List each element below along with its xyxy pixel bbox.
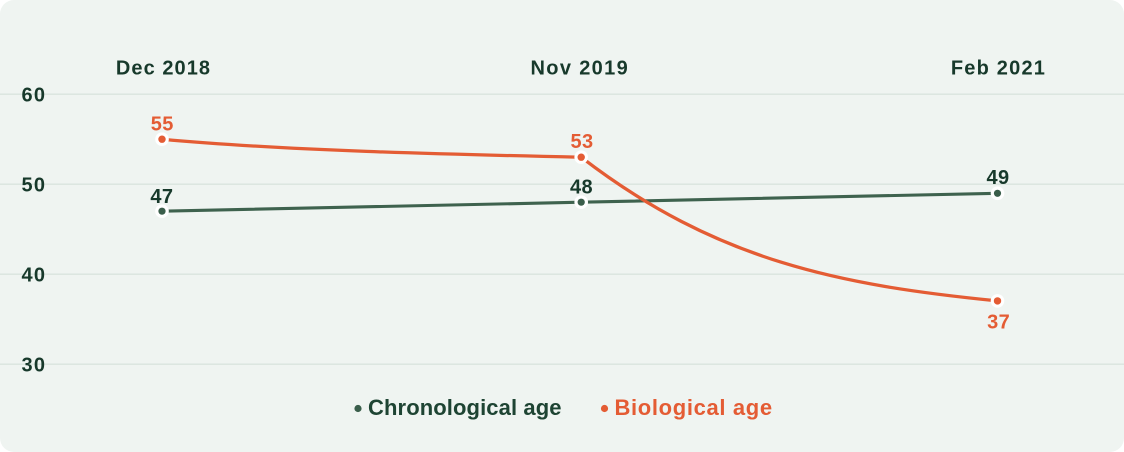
svg-text:48: 48 xyxy=(570,176,593,198)
svg-text:30: 30 xyxy=(22,355,47,377)
svg-text:Biological age: Biological age xyxy=(615,395,773,420)
svg-text:Feb 2021: Feb 2021 xyxy=(951,57,1046,79)
svg-text:Chronological age: Chronological age xyxy=(368,395,562,420)
svg-text:50: 50 xyxy=(22,175,47,197)
svg-text:40: 40 xyxy=(22,265,47,287)
svg-text:53: 53 xyxy=(570,131,593,153)
svg-text:Nov 2019: Nov 2019 xyxy=(530,57,629,79)
svg-text:55: 55 xyxy=(151,113,174,135)
svg-text:47: 47 xyxy=(150,186,173,208)
svg-text:Dec 2018: Dec 2018 xyxy=(116,57,211,79)
svg-text:60: 60 xyxy=(22,85,47,107)
svg-text:37: 37 xyxy=(987,312,1010,334)
svg-text:49: 49 xyxy=(986,167,1009,189)
